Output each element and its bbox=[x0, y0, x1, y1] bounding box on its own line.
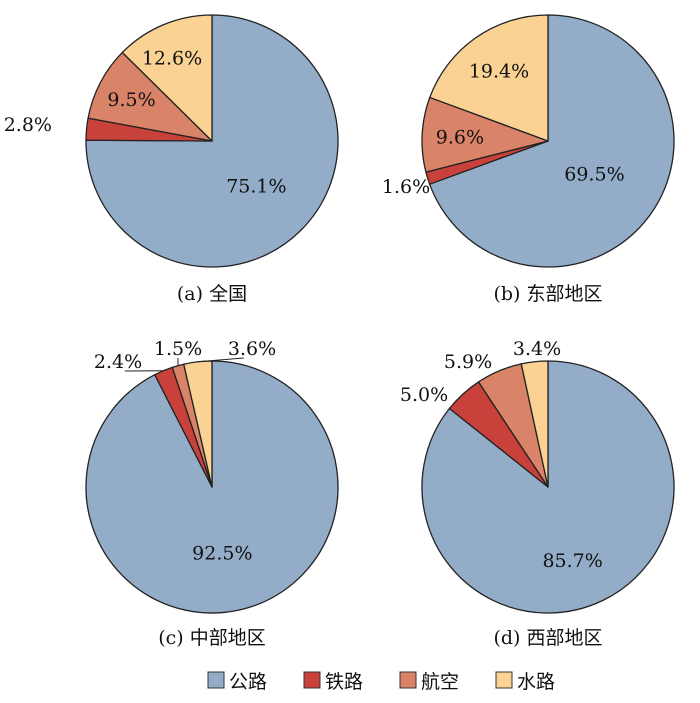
caption-b: (b) 东部地区 bbox=[493, 283, 602, 305]
pie-d-label-rail: 5.0% bbox=[400, 384, 448, 406]
pie-b-label-rail: 1.6% bbox=[382, 176, 430, 198]
pie-chart-c: 92.5% 2.4% 1.5% 3.6% bbox=[86, 338, 338, 613]
pie-chart-a: 75.1% 2.8% 9.5% 12.6% bbox=[4, 15, 338, 267]
legend-swatch-air bbox=[400, 672, 416, 688]
caption-d: (d) 西部地区 bbox=[493, 627, 602, 649]
caption-a: (a) 全国 bbox=[177, 283, 247, 305]
pie-c-label-road: 92.5% bbox=[192, 542, 252, 564]
pie-c-label-rail: 2.4% bbox=[94, 351, 142, 373]
legend-swatch-water bbox=[496, 672, 512, 688]
pie-a-label-air: 9.5% bbox=[107, 89, 155, 111]
pie-b-label-road: 69.5% bbox=[564, 164, 624, 186]
pie-d-label-air: 5.9% bbox=[444, 351, 492, 373]
pie-c-label-air: 1.5% bbox=[154, 338, 202, 360]
pie-chart-d: 85.7% 5.0% 5.9% 3.4% bbox=[400, 338, 674, 613]
legend-swatch-road bbox=[208, 672, 224, 688]
pie-a-label-water: 12.6% bbox=[142, 47, 202, 69]
legend-label-air: 航空 bbox=[421, 671, 459, 693]
pie-b-label-water: 19.4% bbox=[469, 61, 529, 83]
legend: 公路 铁路 航空 水路 bbox=[208, 671, 555, 693]
legend-label-water: 水路 bbox=[517, 671, 555, 693]
pie-chart-b: 69.5% 1.6% 9.6% 19.4% bbox=[382, 15, 674, 267]
pie-a-label-road: 75.1% bbox=[226, 176, 286, 198]
legend-label-road: 公路 bbox=[229, 671, 267, 693]
pie-c-label-water: 3.6% bbox=[228, 338, 276, 360]
pie-a-label-rail: 2.8% bbox=[4, 114, 52, 136]
legend-swatch-rail bbox=[304, 672, 320, 688]
pie-d-label-water: 3.4% bbox=[513, 338, 561, 360]
pie-b-label-air: 9.6% bbox=[436, 126, 484, 148]
pie-d-label-road: 85.7% bbox=[542, 550, 602, 572]
caption-c: (c) 中部地区 bbox=[158, 627, 266, 649]
legend-label-rail: 铁路 bbox=[325, 671, 363, 693]
